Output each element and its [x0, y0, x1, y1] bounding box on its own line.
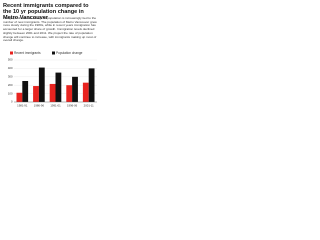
chart-subtitle: The graph shows the change in population…	[3, 16, 97, 43]
y-tick-label: 300	[8, 75, 13, 79]
x-tick-label: 1991-01	[50, 104, 61, 108]
bar	[55, 72, 62, 102]
legend-label: Recent immigrants	[14, 51, 41, 55]
bar	[22, 81, 29, 102]
legend-swatch	[10, 51, 13, 55]
bar	[38, 67, 45, 102]
bar	[88, 68, 95, 102]
chart-title: Recent immigrants compared to the 10 yr …	[3, 3, 89, 21]
page: Recent immigrants compared to the 10 yr …	[0, 0, 100, 110]
x-tick-label: 2001-11	[84, 104, 95, 108]
legend-swatch	[52, 51, 55, 55]
y-tick-label: 100	[8, 91, 13, 95]
bar	[16, 92, 23, 102]
y-tick-label: 200	[8, 83, 13, 87]
bar	[72, 76, 78, 102]
y-tick-label: 500	[8, 58, 13, 62]
bar	[82, 82, 89, 102]
legend-label: Population change	[56, 51, 83, 55]
x-tick-label: 1986-96	[34, 104, 45, 108]
y-tick-label: 400	[8, 66, 13, 70]
x-tick-label: 1981-91	[17, 104, 28, 108]
bar	[66, 85, 73, 102]
bar	[33, 86, 39, 102]
bar	[49, 83, 56, 102]
x-tick-label: 1996-06	[67, 104, 78, 108]
chart: Recent immigrants Population change 0 100 20…	[8, 51, 97, 108]
y-tick-label: 0	[11, 100, 13, 104]
